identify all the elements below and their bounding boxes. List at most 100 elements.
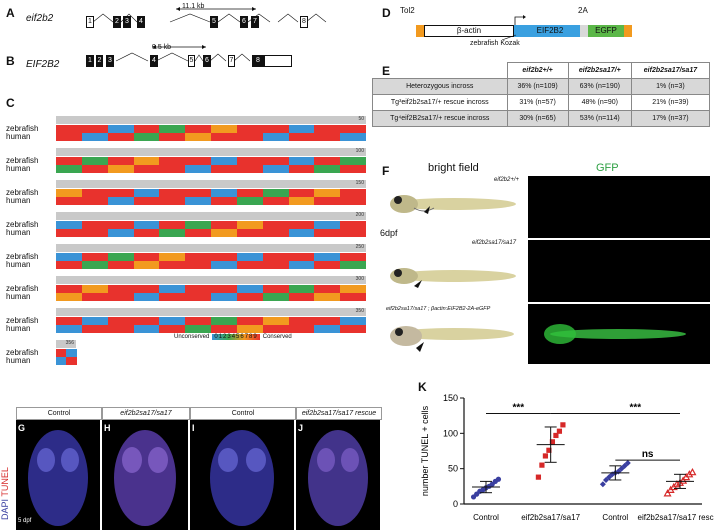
alignment-color-block xyxy=(288,253,315,261)
alignment-color-block xyxy=(81,261,109,269)
alignment-color-block xyxy=(314,197,341,205)
alignment-ruler: 150 xyxy=(56,180,366,188)
alignment-color-block xyxy=(159,285,186,293)
scale-digits: 0123456789 xyxy=(212,334,260,340)
human-span-label: 9.5 kb xyxy=(152,44,172,51)
alignment-color-block xyxy=(236,317,264,325)
ruler-end-number: 150 xyxy=(355,180,364,186)
alignment-color-block xyxy=(107,133,134,141)
alignment-color-block xyxy=(211,293,238,301)
kozak-pointer xyxy=(501,34,517,41)
alignment-color-block xyxy=(159,133,186,141)
table-cell: 53% (n=114) xyxy=(567,110,632,127)
alignment-color-block xyxy=(133,293,160,301)
alignment-color-block xyxy=(314,165,341,173)
data-point xyxy=(549,439,556,445)
zebrafish-row-label: zebrafish xyxy=(6,316,39,325)
panel-d-label: D xyxy=(382,6,391,20)
alignment-color-block xyxy=(159,261,186,269)
panel-b-label: B xyxy=(6,54,15,68)
brightfield-image-3 xyxy=(384,304,526,364)
alignment-color-block xyxy=(211,197,238,205)
alignment-color-block xyxy=(262,221,289,229)
alignment-color-block xyxy=(314,261,341,269)
alignment-color-block xyxy=(56,221,83,229)
alignment-color-block xyxy=(340,189,367,197)
tol2-left-label: Tol2 xyxy=(400,6,415,15)
alignment-color-block xyxy=(288,197,315,205)
alignment-color-block xyxy=(81,125,109,133)
alignment-color-block xyxy=(185,261,212,269)
alignment-color-block xyxy=(159,253,186,261)
exon-1: 1 xyxy=(86,16,94,28)
data-point xyxy=(495,476,502,482)
alignment-color-block xyxy=(340,165,367,173)
zebrafish-row-label: zebrafish xyxy=(6,284,39,293)
alignment-color-block xyxy=(236,253,264,261)
x-category-label: Control xyxy=(473,513,499,522)
alignment-color-block xyxy=(314,157,341,165)
alignment-color-block xyxy=(314,253,341,261)
alignment-color-block xyxy=(81,189,109,197)
alignment-color-block xyxy=(288,317,315,325)
alignment-color-block xyxy=(262,293,289,301)
brightfield-image-1 xyxy=(384,176,526,228)
ruler-end-number: 250 xyxy=(355,244,364,250)
alignment-color-block xyxy=(107,293,134,301)
table-cell: 17% (n=37) xyxy=(630,110,711,127)
alignment-color-block xyxy=(262,133,289,141)
table-cell: 21% (n=39) xyxy=(630,94,711,111)
alignment-color-block xyxy=(236,133,264,141)
zebrafish-row-label: zebrafish xyxy=(6,348,39,357)
alignment-color-block xyxy=(236,189,264,197)
dapi-tunel-side-label: DAPI TUNEL xyxy=(0,402,14,522)
panel-f-label: F xyxy=(382,164,390,178)
fish-tag-2: eif2b2sa17/sa17 xyxy=(472,240,517,246)
alignment-color-block xyxy=(340,253,367,261)
data-point xyxy=(539,462,545,468)
alignment-color-block xyxy=(211,229,238,237)
data-point xyxy=(599,481,606,488)
alignment-color-block xyxy=(159,189,186,197)
alignment-color-block xyxy=(211,125,238,133)
alignment-ruler: 250 xyxy=(56,244,366,252)
zebrafish-row-label: zebrafish xyxy=(6,220,39,229)
alignment-color-block xyxy=(107,157,134,165)
alignment-color-block xyxy=(211,157,238,165)
data-point xyxy=(560,422,566,428)
alignment-color-block xyxy=(133,229,160,237)
alignment-color-block xyxy=(211,189,238,197)
human-exon-5: 5 xyxy=(188,55,195,67)
alignment-color-block xyxy=(133,261,160,269)
exon-2: 2 xyxy=(113,16,121,28)
x-category-label: eif2b2sa17/sa17 rescue xyxy=(638,513,714,522)
alignment-color-block xyxy=(159,157,186,165)
alignment-color-block xyxy=(340,221,367,229)
row-label: Tg⁴eif2B2sa17/+ rescue incross xyxy=(372,110,508,127)
alignment-color-block xyxy=(185,125,212,133)
row-label: Heterozygous incross xyxy=(372,78,508,95)
table-cell: 31% (n=57) xyxy=(506,94,569,111)
alignment-color-block xyxy=(81,285,109,293)
alignment-color-block xyxy=(107,197,134,205)
exon-3: 3 xyxy=(123,16,131,28)
alignment-color-block xyxy=(262,325,289,333)
exon-5: 5 xyxy=(210,16,218,28)
data-point xyxy=(535,474,542,480)
alignment-color-block xyxy=(211,317,238,325)
gfp-image-1 xyxy=(528,176,710,238)
human-exon-4: 4 xyxy=(150,55,158,67)
row-label: Tg³eif2b2sa17/+ rescue incross xyxy=(372,94,508,111)
alignment-color-block xyxy=(107,253,134,261)
ruler-end-number: 300 xyxy=(355,276,364,282)
eif2b2-cds: EIF2B2 xyxy=(520,25,580,37)
alignment-color-block xyxy=(185,157,212,165)
gfp-image-2 xyxy=(528,240,710,302)
human-row-label: human xyxy=(6,164,31,173)
alignment-color-block xyxy=(56,125,83,133)
genotype-table: eif2b2+/+ eif2b2sa17/+ eif2b2sa17/sa17 H… xyxy=(372,62,711,127)
alignment-color-block xyxy=(107,261,134,269)
data-point xyxy=(603,476,609,483)
alignment-color-block xyxy=(262,165,289,173)
alignment-color-block xyxy=(236,293,264,301)
